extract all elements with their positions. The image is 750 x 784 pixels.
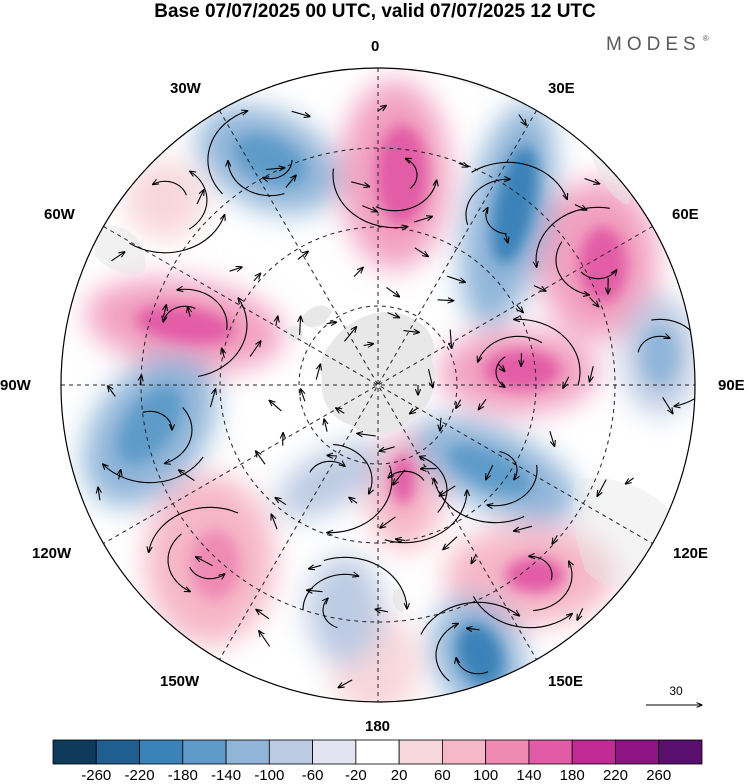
lon-label-0: 0: [371, 38, 379, 55]
anomaly-field: [56, 64, 698, 726]
colorbar-segment: [486, 740, 529, 764]
colorbar-tick-label: -60: [293, 767, 333, 784]
colorbar-tick-label: -220: [120, 767, 160, 784]
colorbar-tick-label: 220: [595, 767, 635, 784]
lon-label-150w: 150W: [160, 673, 199, 690]
colorbar-tick-label: 260: [639, 767, 679, 784]
colorbar-segment: [140, 740, 183, 764]
colorbar-segment: [356, 740, 399, 764]
lon-label-180: 180: [365, 718, 390, 735]
colorbar-tick-label: 100: [466, 767, 506, 784]
colorbar-tick-label: -180: [163, 767, 203, 784]
wind-arrow: [327, 455, 337, 456]
lon-label-120w: 120W: [32, 545, 71, 562]
colorbar-segment: [183, 740, 226, 764]
colorbar-tick-label: 20: [379, 767, 419, 784]
colorbar-segment: [53, 740, 96, 764]
colorbar-tick-label: 140: [509, 767, 549, 784]
colorbar-segment: [529, 740, 572, 764]
lon-label-30w: 30W: [170, 80, 201, 97]
lon-label-60w: 60W: [44, 206, 75, 223]
lon-label-150e: 150E: [548, 673, 583, 690]
colorbar-tick-label: -260: [76, 767, 116, 784]
lon-label-30e: 30E: [548, 80, 575, 97]
colorbar-segment: [313, 740, 356, 764]
colorbar-segment: [615, 740, 658, 764]
colorbar: [53, 740, 702, 764]
colorbar-segment: [442, 740, 485, 764]
lon-label-60e: 60E: [672, 206, 699, 223]
colorbar-tick-label: -20: [336, 767, 376, 784]
reference-vector-label: 30: [656, 684, 696, 698]
colorbar-segment: [572, 740, 615, 764]
colorbar-tick-label: 180: [552, 767, 592, 784]
colorbar-tick-label: -140: [206, 767, 246, 784]
colorbar-segment: [399, 740, 442, 764]
colorbar-segment: [269, 740, 312, 764]
colorbar-segment: [659, 740, 702, 764]
colorbar-tick-label: 60: [422, 767, 462, 784]
colorbar-segment: [226, 740, 269, 764]
colorbar-tick-label: -100: [249, 767, 289, 784]
lon-label-90e: 90E: [718, 377, 745, 394]
lon-label-90w: 90W: [0, 377, 31, 394]
colorbar-segment: [96, 740, 139, 764]
lon-label-120e: 120E: [673, 545, 708, 562]
